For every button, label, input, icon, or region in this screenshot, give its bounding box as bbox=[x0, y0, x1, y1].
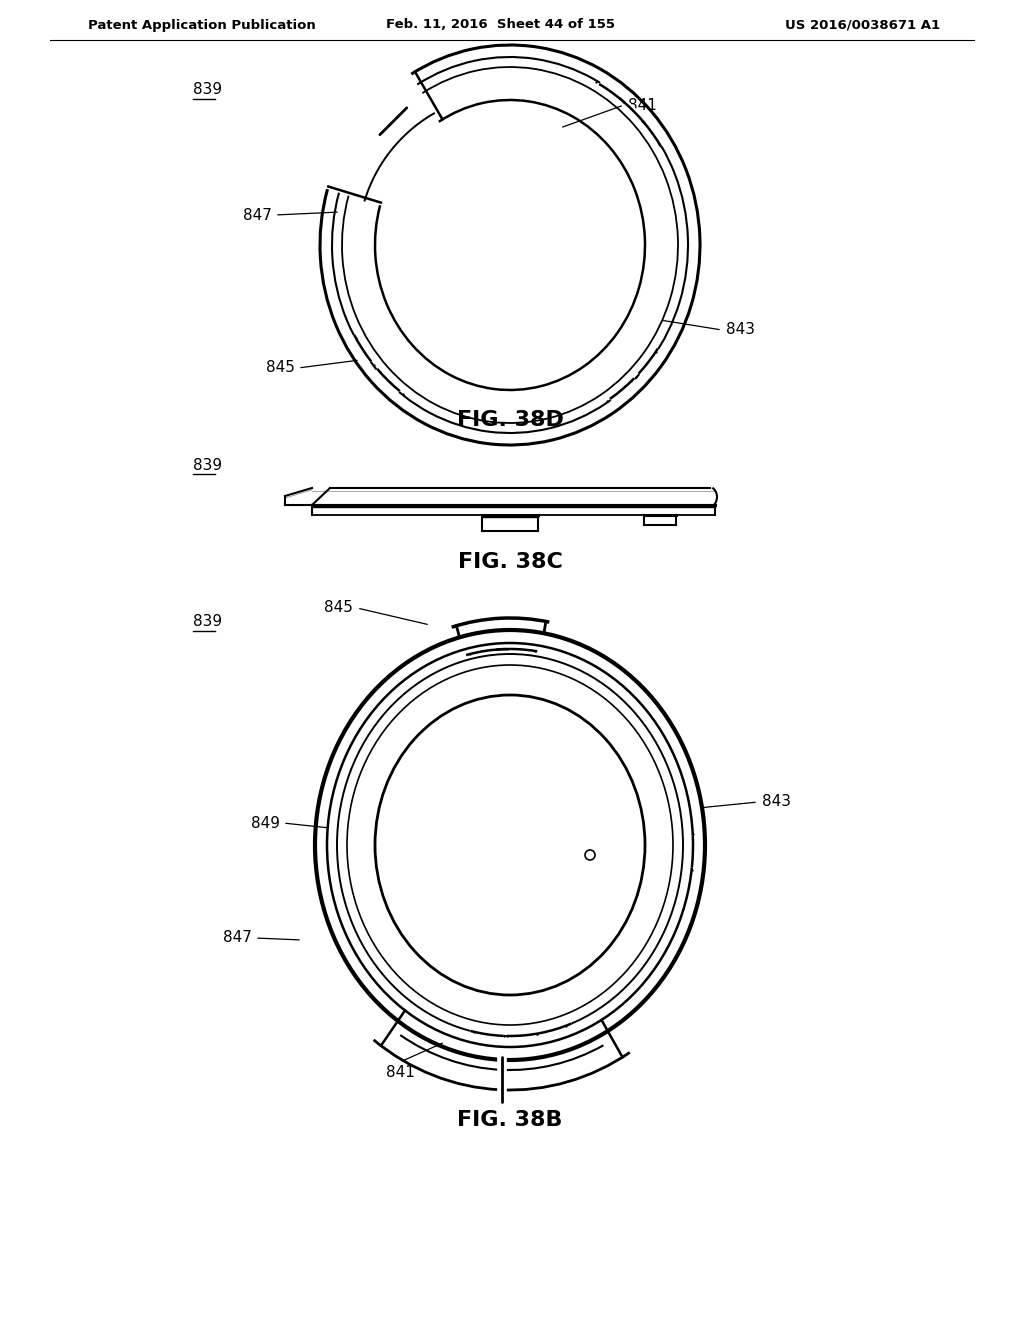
Text: US 2016/0038671 A1: US 2016/0038671 A1 bbox=[784, 18, 940, 32]
Text: 845: 845 bbox=[325, 601, 353, 615]
Text: FIG. 38B: FIG. 38B bbox=[458, 1110, 563, 1130]
Text: 839: 839 bbox=[193, 458, 222, 473]
Text: 841: 841 bbox=[628, 98, 656, 112]
Text: 845: 845 bbox=[266, 360, 295, 375]
Text: 839: 839 bbox=[193, 82, 222, 98]
Text: 849: 849 bbox=[251, 816, 280, 830]
Text: Feb. 11, 2016  Sheet 44 of 155: Feb. 11, 2016 Sheet 44 of 155 bbox=[385, 18, 614, 32]
Text: 843: 843 bbox=[726, 322, 755, 338]
Text: Patent Application Publication: Patent Application Publication bbox=[88, 18, 315, 32]
Text: 847: 847 bbox=[243, 207, 272, 223]
Text: 841: 841 bbox=[386, 1065, 415, 1080]
Text: 843: 843 bbox=[762, 795, 791, 809]
Text: 847: 847 bbox=[223, 931, 252, 945]
Text: 839: 839 bbox=[193, 615, 222, 630]
Text: FIG. 38C: FIG. 38C bbox=[458, 552, 562, 572]
Text: FIG. 38D: FIG. 38D bbox=[457, 411, 563, 430]
